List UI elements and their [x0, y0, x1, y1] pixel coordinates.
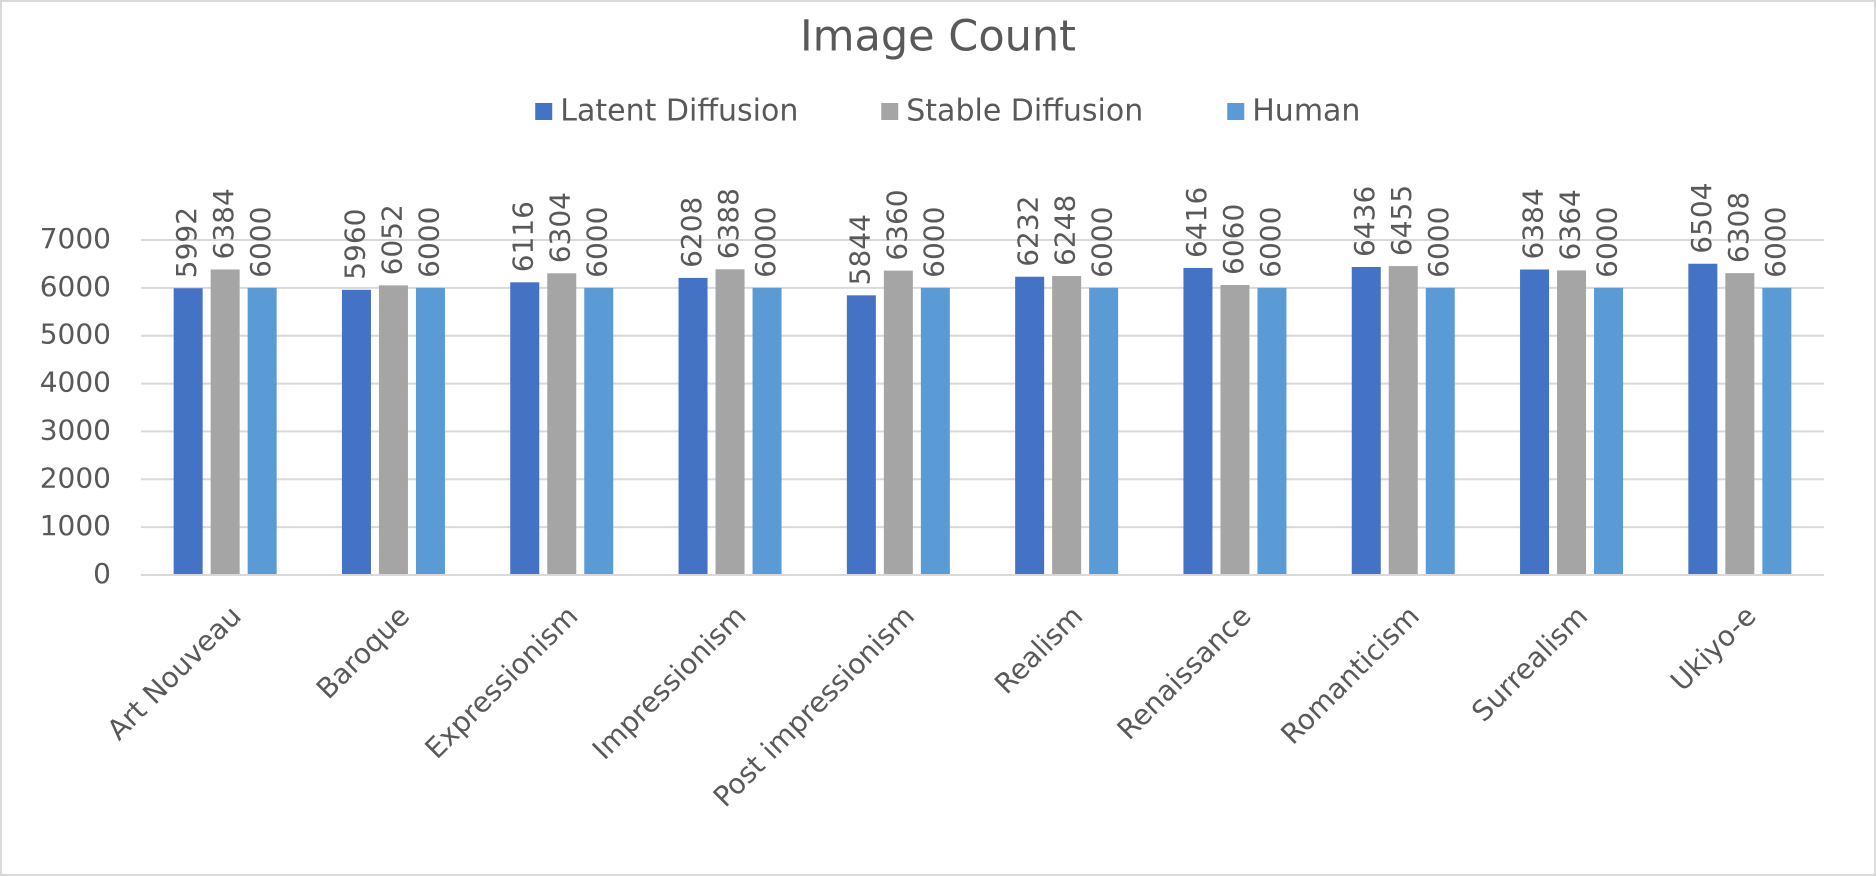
legend-label: Latent Diffusion	[560, 94, 798, 129]
legend-swatch	[881, 103, 899, 120]
bar	[415, 287, 445, 575]
bar	[1089, 287, 1119, 575]
data-label: 6384	[1517, 188, 1550, 259]
data-label: 6000	[749, 207, 782, 278]
y-tick-label: 7000	[40, 222, 111, 255]
bar	[173, 288, 203, 575]
bar	[1052, 275, 1082, 575]
bar	[752, 287, 782, 575]
legend-swatch	[535, 103, 553, 120]
bar	[1015, 276, 1045, 575]
bar	[1520, 269, 1550, 575]
bar	[846, 295, 876, 575]
data-label: 6116	[507, 201, 540, 272]
data-label: 6000	[1422, 207, 1455, 278]
data-label: 6208	[675, 197, 708, 268]
data-label: 6232	[1012, 195, 1045, 266]
data-label: 6000	[1759, 207, 1792, 278]
bar	[1351, 266, 1381, 575]
bar	[1762, 287, 1792, 575]
bar	[378, 285, 408, 575]
data-label: 6000	[581, 207, 614, 278]
data-label: 6360	[880, 189, 913, 260]
bar	[1725, 273, 1755, 575]
bar	[341, 289, 371, 575]
bar	[1425, 287, 1455, 575]
data-label: 5960	[338, 209, 371, 280]
bar	[1257, 287, 1287, 575]
chart-title: Image Count	[800, 12, 1076, 62]
data-label: 5992	[170, 207, 203, 278]
data-label: 6416	[1180, 187, 1213, 258]
data-label: 6060	[1217, 204, 1250, 275]
bar	[715, 269, 745, 575]
bar	[1557, 270, 1587, 575]
bar	[1688, 263, 1718, 575]
data-label: 6052	[375, 204, 408, 275]
data-label: 6384	[207, 188, 240, 259]
bar	[883, 270, 913, 575]
data-label: 6000	[1591, 207, 1624, 278]
data-label: 5844	[843, 214, 876, 285]
data-label: 6388	[712, 188, 745, 259]
data-label: 6364	[1554, 189, 1587, 260]
bar	[547, 273, 577, 575]
data-label: 6308	[1722, 192, 1755, 263]
bar	[210, 269, 240, 575]
data-label: 6248	[1049, 195, 1082, 266]
y-tick-label: 2000	[40, 461, 111, 494]
data-label: 6000	[1254, 207, 1287, 278]
data-label: 6000	[1086, 207, 1119, 278]
y-tick-label: 4000	[40, 366, 111, 399]
y-tick-label: 6000	[40, 270, 111, 303]
y-tick-label: 1000	[40, 509, 111, 542]
data-label: 6304	[544, 192, 577, 263]
bar	[920, 287, 950, 575]
bar	[247, 287, 277, 575]
bar	[1220, 284, 1250, 575]
data-label: 6000	[412, 207, 445, 278]
y-tick-label: 5000	[40, 318, 111, 351]
bar	[678, 277, 708, 575]
data-label: 6436	[1348, 186, 1381, 257]
legend: Latent Diffusion Stable Diffusion Human	[535, 94, 1360, 129]
legend-swatch	[1227, 103, 1245, 120]
bar	[1594, 287, 1624, 575]
data-label: 6000	[244, 207, 277, 278]
data-label: 6504	[1685, 182, 1718, 253]
legend-label: Human	[1252, 94, 1360, 129]
bar	[1388, 266, 1418, 575]
bar	[584, 287, 614, 575]
bar	[1183, 267, 1213, 575]
y-tick-label: 3000	[40, 413, 111, 446]
legend-label: Stable Diffusion	[906, 94, 1143, 129]
data-label: 6000	[917, 207, 950, 278]
y-tick-label: 0	[93, 557, 111, 590]
bar	[510, 282, 540, 575]
data-label: 6455	[1385, 185, 1418, 256]
